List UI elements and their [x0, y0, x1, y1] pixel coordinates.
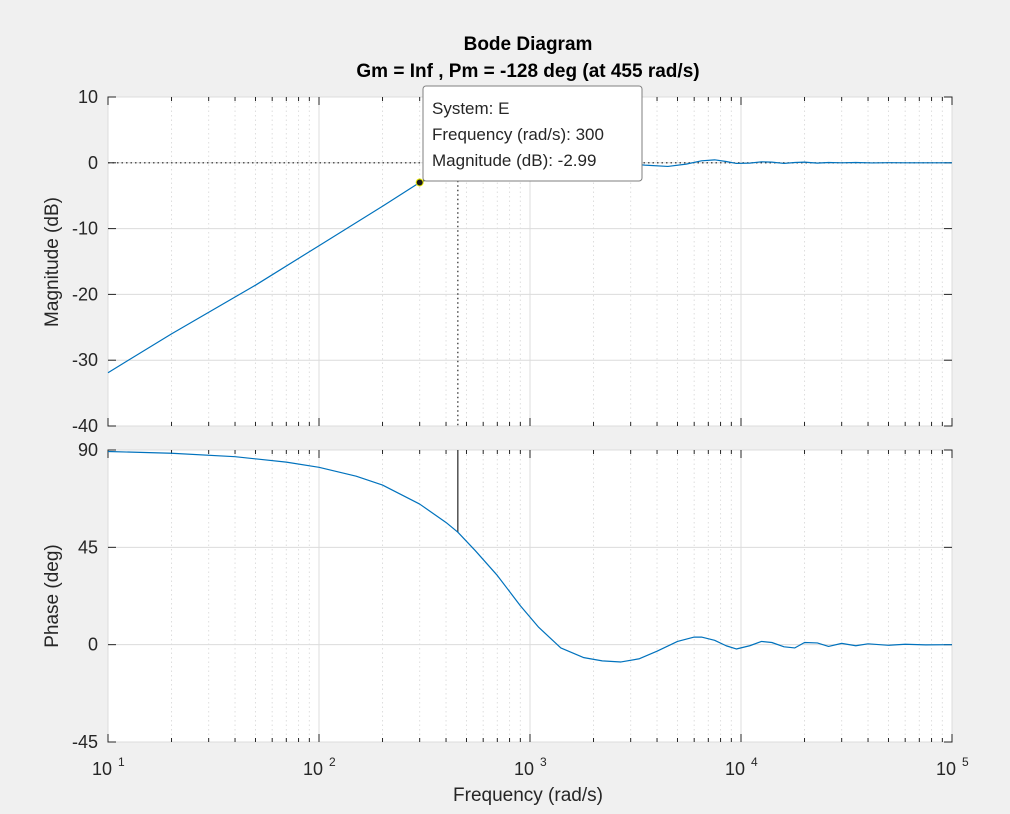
y-tick-label: -30	[72, 350, 98, 370]
chart-title: Bode Diagram	[464, 34, 593, 55]
chart-subtitle: Gm = Inf , Pm = -128 deg (at 455 rad/s)	[356, 61, 699, 82]
phase-axis-label: Phase (deg)	[42, 544, 63, 648]
datatip-magnitude: Magnitude (dB): -2.99	[432, 151, 596, 170]
magnitude-tick-labels: 10 0 -10 -20 -30 -40	[72, 87, 98, 436]
x-tick-exponent: 2	[329, 755, 336, 769]
y-tick-label: -40	[72, 416, 98, 436]
x-tick-label: 10	[514, 759, 534, 779]
datatip-frequency: Frequency (rad/s): 300	[432, 125, 604, 144]
phase-series	[107, 450, 953, 663]
y-tick-label: 0	[88, 635, 98, 655]
y-tick-label: -10	[72, 219, 98, 239]
x-tick-exponent: 5	[962, 755, 969, 769]
magnitude-axis-label: Magnitude (dB)	[42, 197, 63, 327]
phase-ticks	[107, 449, 953, 743]
phase-tick-labels: 90 45 0 -45	[72, 440, 98, 752]
y-tick-label: 0	[88, 153, 98, 173]
x-tick-exponent: 3	[540, 755, 547, 769]
datatip[interactable]: System: E Frequency (rad/s): 300 Magnitu…	[415, 85, 643, 187]
y-tick-label: 10	[78, 87, 98, 107]
y-tick-label: 45	[78, 537, 98, 557]
x-tick-exponent: 1	[118, 755, 125, 769]
phase-axes[interactable]: 90 45 0 -45	[72, 440, 953, 752]
x-tick-label: 10	[303, 759, 323, 779]
y-tick-label: -45	[72, 732, 98, 752]
x-tick-label: 10	[725, 759, 745, 779]
x-tick-label: 10	[936, 759, 956, 779]
y-tick-label: -20	[72, 284, 98, 304]
phase-grid	[107, 449, 953, 743]
datatip-marker[interactable]	[415, 178, 424, 187]
x-tick-label: 10	[92, 759, 112, 779]
x-tick-exponent: 4	[751, 755, 758, 769]
y-tick-label: 90	[78, 440, 98, 460]
frequency-tick-labels: 10 1 10 2 10 3 10 4 10 5	[92, 755, 969, 779]
phase-line	[107, 450, 953, 663]
datatip-box[interactable]	[422, 85, 643, 182]
frequency-axis-label: Frequency (rad/s)	[453, 785, 603, 806]
datatip-system: System: E	[432, 99, 509, 118]
